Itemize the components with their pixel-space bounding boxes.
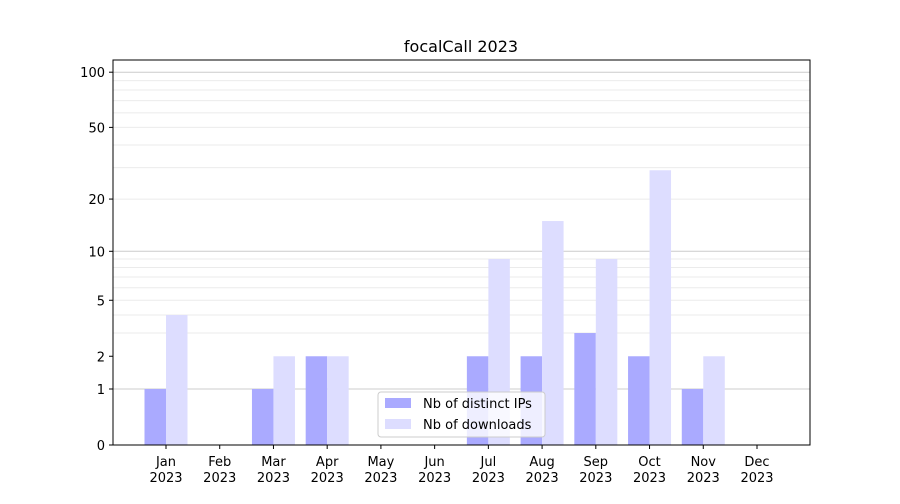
y-tick-label: 0 xyxy=(97,439,105,454)
bar-downloads xyxy=(166,314,188,445)
plot-frame xyxy=(112,59,811,446)
x-tick-label-year: 2023 xyxy=(257,471,290,486)
x-tick-label-year: 2023 xyxy=(149,471,182,486)
grid xyxy=(113,71,810,390)
chart-title: focalCall 2023 xyxy=(404,37,518,56)
x-axis: Jan2023Feb2023Mar2023Apr2023May2023Jun20… xyxy=(149,445,774,486)
x-tick-label-year: 2023 xyxy=(418,471,451,486)
x-tick-label-month: Jul xyxy=(480,455,497,470)
legend-label-ips: Nb of distinct IPs xyxy=(423,397,532,412)
bar-distinct-ips xyxy=(251,389,274,445)
bar-downloads xyxy=(703,356,725,445)
legend-swatch-downloads xyxy=(385,419,411,429)
x-tick-label-year: 2023 xyxy=(633,471,666,486)
x-tick-label-month: Aug xyxy=(529,455,554,470)
y-tick-label: 10 xyxy=(88,245,105,260)
x-tick-label-month: Mar xyxy=(261,455,286,470)
legend-swatch-ips xyxy=(385,398,411,408)
x-tick-label-month: Nov xyxy=(691,455,717,470)
x-tick-label-month: Oct xyxy=(638,455,660,470)
x-tick-label-month: Dec xyxy=(744,455,769,470)
legend: Nb of distinct IPs Nb of downloads xyxy=(377,391,546,438)
y-tick-label: 50 xyxy=(88,121,105,136)
bar-distinct-ips xyxy=(574,333,596,445)
x-tick-label-year: 2023 xyxy=(203,471,236,486)
bar-downloads xyxy=(649,170,672,446)
bar-distinct-ips xyxy=(681,389,704,445)
x-tick-label-month: Sep xyxy=(584,455,609,470)
y-tick-label: 5 xyxy=(97,294,105,309)
x-tick-label-year: 2023 xyxy=(311,471,344,486)
bar-downloads xyxy=(273,356,295,445)
x-tick-label-year: 2023 xyxy=(579,471,612,486)
x-tick-label-month: Feb xyxy=(208,455,231,470)
y-axis: 0 1 2 5 10 20 50 100 xyxy=(80,66,113,454)
bar-downloads xyxy=(542,221,564,445)
y-tick-label: 1 xyxy=(97,383,105,398)
x-tick-label-month: Apr xyxy=(316,455,339,470)
x-tick-label-month: Jan xyxy=(155,455,176,470)
bar-distinct-ips xyxy=(305,356,328,445)
bar-downloads xyxy=(595,259,618,445)
legend-box xyxy=(377,391,546,438)
y-tick-label: 2 xyxy=(97,350,105,365)
x-tick-label-month: Jun xyxy=(423,455,444,470)
legend-label-downloads: Nb of downloads xyxy=(423,418,532,433)
x-tick-label-year: 2023 xyxy=(687,471,720,486)
bar-downloads xyxy=(327,356,349,445)
x-tick-label-month: May xyxy=(367,455,394,470)
bars xyxy=(144,170,725,446)
x-tick-label-year: 2023 xyxy=(364,471,397,486)
y-tick-label: 20 xyxy=(88,193,105,208)
x-tick-label-year: 2023 xyxy=(740,471,773,486)
bar-distinct-ips xyxy=(144,389,166,445)
x-tick-label-year: 2023 xyxy=(526,471,559,486)
y-tick-label: 100 xyxy=(80,66,105,81)
bar-distinct-ips xyxy=(628,356,650,445)
x-tick-label-year: 2023 xyxy=(472,471,505,486)
